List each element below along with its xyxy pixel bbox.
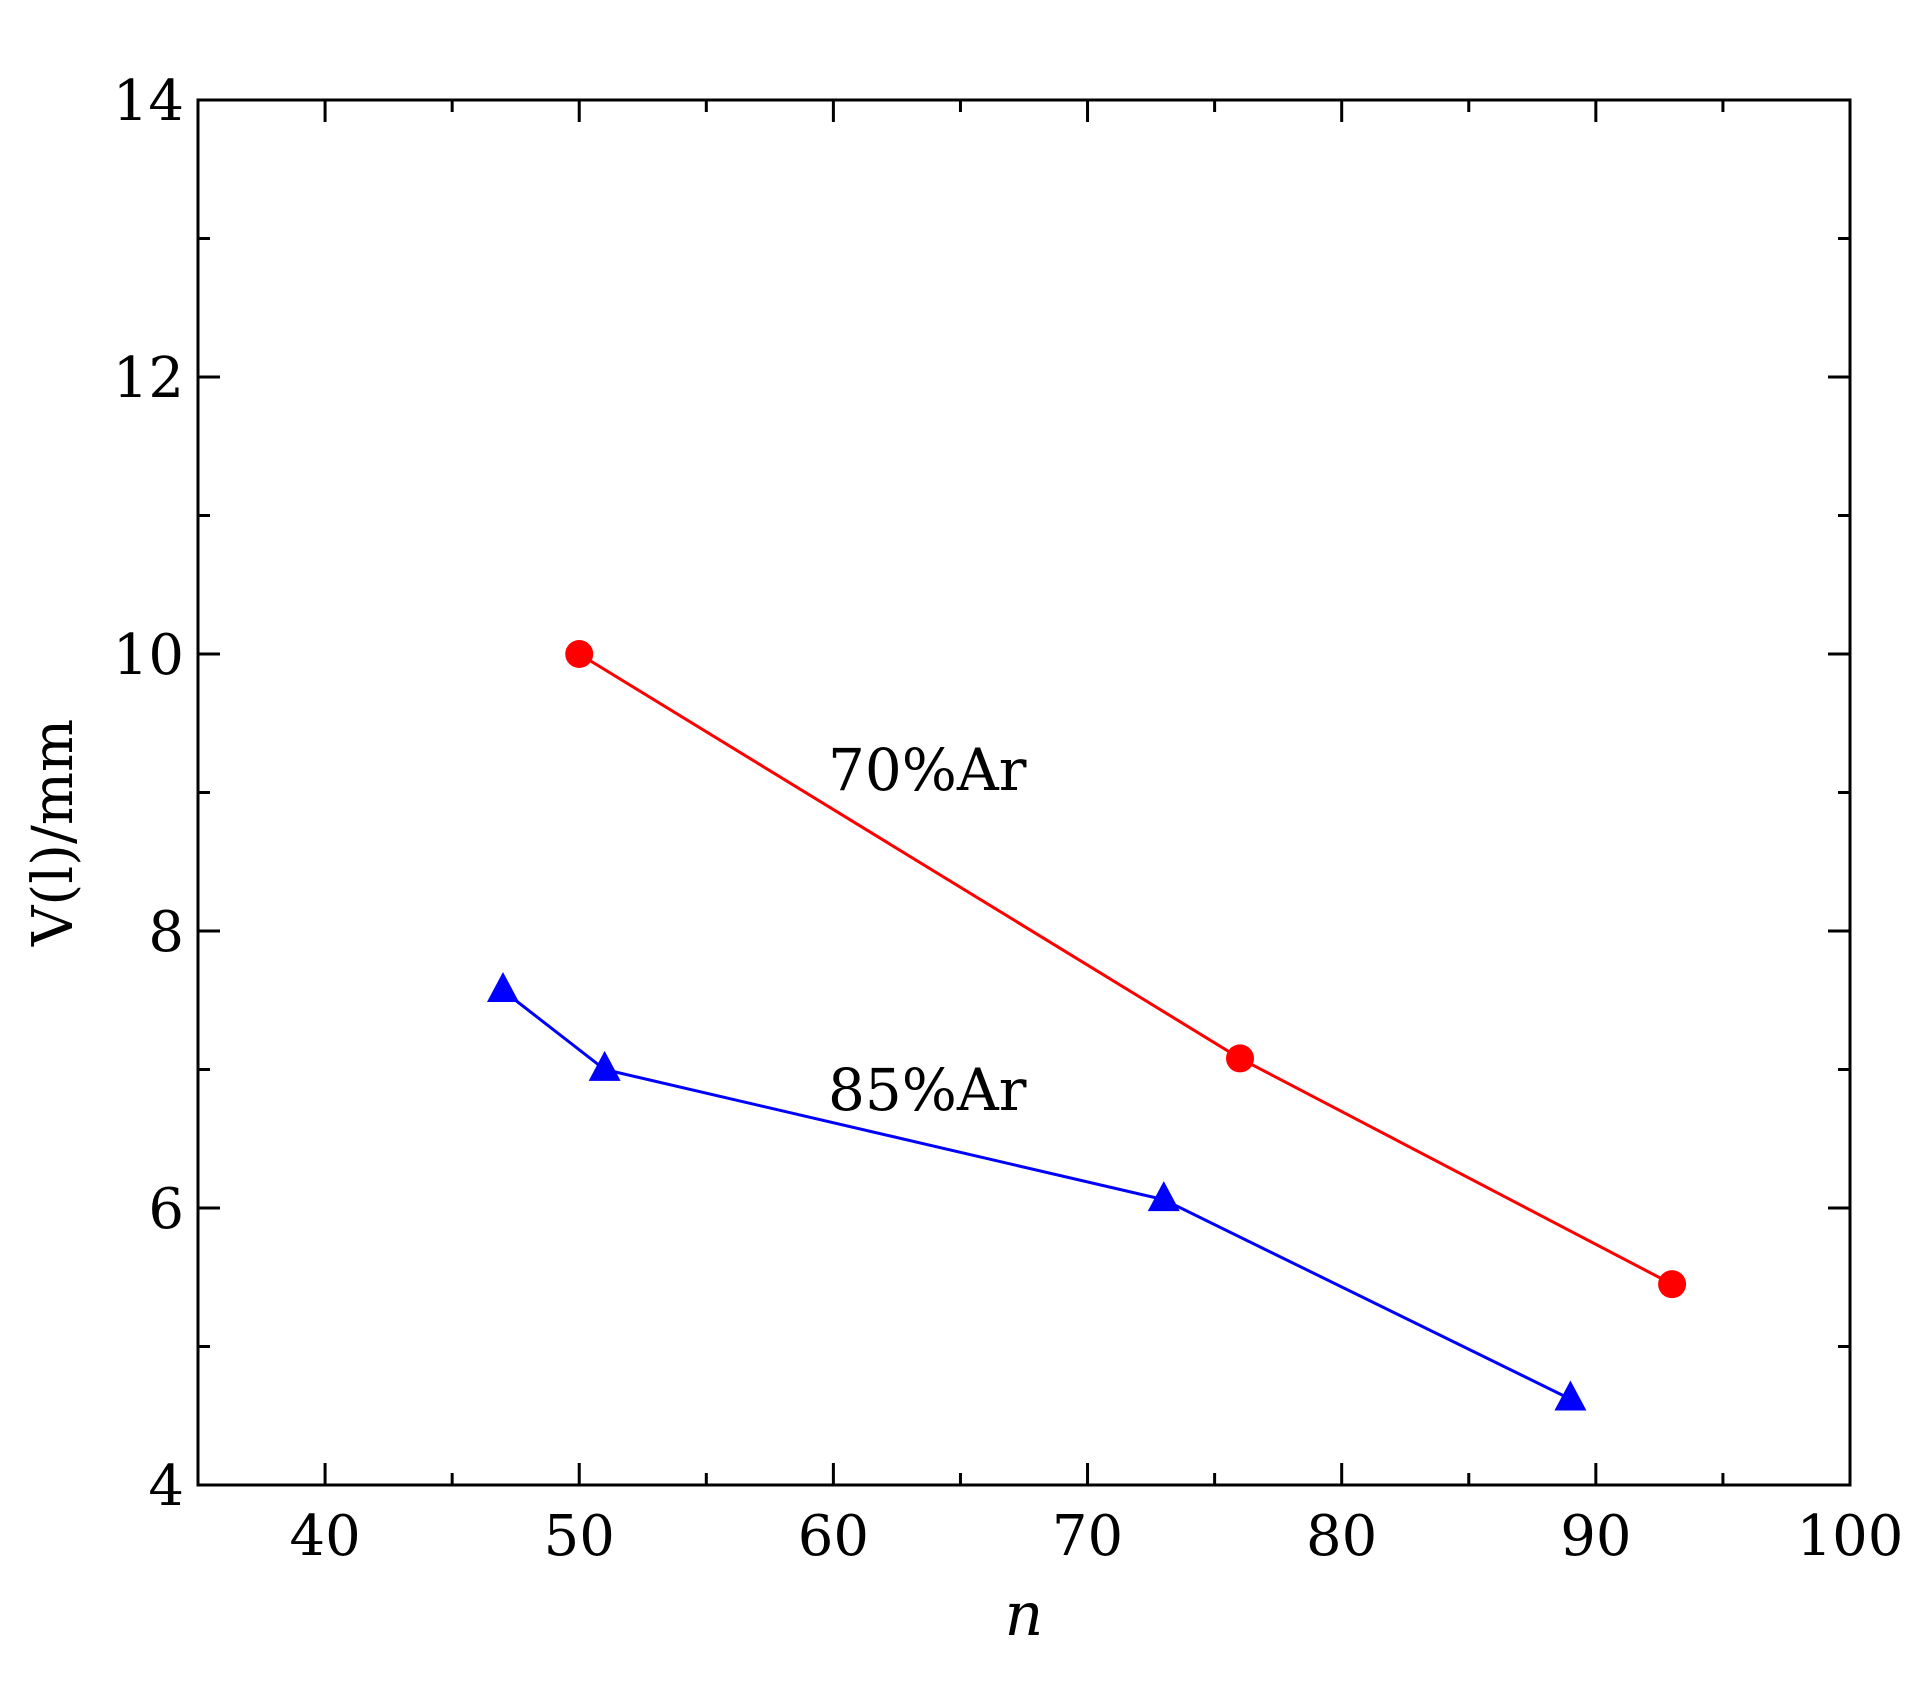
x-tick-label: 60 bbox=[798, 1504, 869, 1569]
y-tick-label: 12 bbox=[113, 346, 184, 411]
annotations-layer: 70%Ar 85%Ar bbox=[828, 736, 1027, 1124]
data-point bbox=[588, 1050, 621, 1081]
data-point bbox=[486, 971, 519, 1002]
data-point bbox=[565, 640, 594, 668]
y-tick-label: 6 bbox=[148, 1177, 184, 1242]
y-tick-label: 4 bbox=[148, 1454, 184, 1519]
series-line bbox=[502, 989, 1572, 1401]
data-point bbox=[1658, 1270, 1687, 1299]
x-tick-label: 40 bbox=[289, 1504, 360, 1569]
data-point bbox=[1147, 1181, 1180, 1212]
y-tick-label: 8 bbox=[148, 900, 184, 965]
x-tick-label: 50 bbox=[544, 1504, 615, 1569]
x-tick-label: 90 bbox=[1560, 1504, 1631, 1569]
series-annotation: 85%Ar bbox=[828, 1056, 1027, 1124]
y-tick-label: 14 bbox=[113, 69, 184, 134]
x-tick-label: 100 bbox=[1797, 1504, 1904, 1569]
data-point bbox=[1226, 1044, 1255, 1073]
series-layer bbox=[502, 652, 1673, 1401]
y-axis-label: V(l)/mm bbox=[21, 719, 86, 947]
x-tick-label: 70 bbox=[1052, 1504, 1123, 1569]
data-point bbox=[1554, 1380, 1587, 1411]
x-axis-label: n bbox=[1005, 1580, 1044, 1650]
y-tick-label: 10 bbox=[113, 623, 184, 688]
series-annotation: 70%Ar bbox=[828, 736, 1027, 804]
ticks-layer bbox=[196, 98, 1852, 1487]
x-tick-label: 80 bbox=[1306, 1504, 1377, 1569]
markers-layer bbox=[486, 640, 1687, 1411]
labels-layer: 40 50 60 70 80 90 100 4 6 8 10 12 14 n V(l)/mm bbox=[21, 69, 1903, 1650]
